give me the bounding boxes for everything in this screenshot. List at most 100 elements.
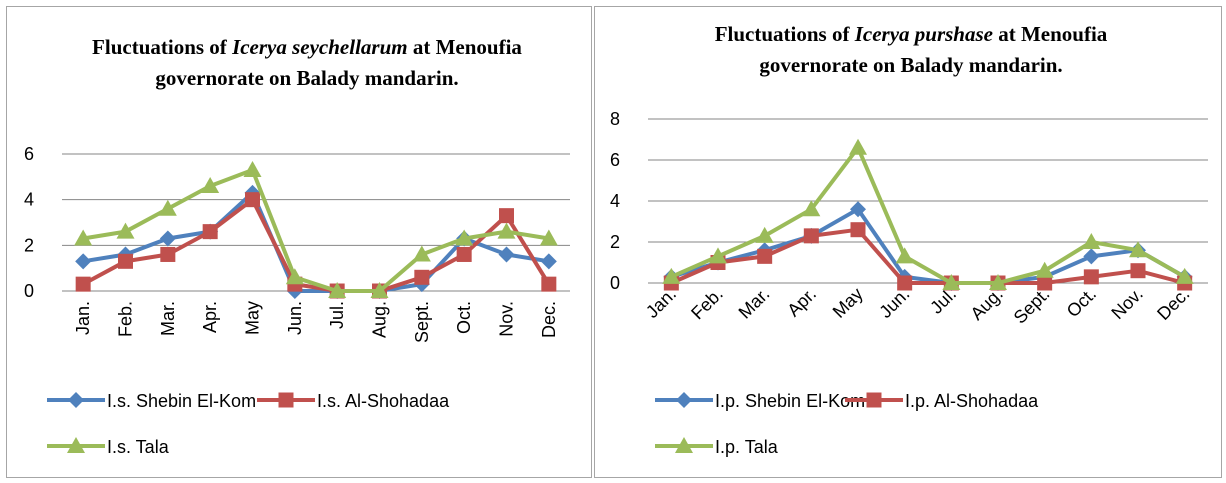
marker (850, 222, 866, 238)
marker (541, 276, 557, 292)
marker (1083, 269, 1099, 285)
legend-label: I.s. Shebin El-Kom (107, 391, 256, 411)
y-tick-label: 6 (24, 144, 34, 164)
x-tick-label: Oct. (1063, 284, 1100, 321)
marker (662, 267, 681, 284)
y-tick-label: 2 (610, 232, 620, 252)
marker (328, 282, 347, 298)
marker (757, 248, 773, 264)
marker (1035, 261, 1054, 278)
marker (158, 199, 177, 216)
title-text: Fluctuations of (92, 35, 233, 59)
marker (1130, 263, 1146, 279)
marker (160, 246, 176, 262)
x-tick-label: May (829, 284, 867, 322)
marker (75, 253, 92, 270)
marker (499, 208, 514, 224)
marker (850, 201, 866, 218)
x-tick-label: Dec. (539, 301, 559, 338)
x-tick-label: Aug. (370, 301, 390, 338)
marker (74, 229, 93, 246)
legend-label: I.s. Tala (107, 437, 170, 457)
marker (942, 274, 961, 290)
x-tick-label: Jan. (73, 301, 93, 335)
marker (675, 437, 693, 453)
marker (455, 229, 474, 246)
chart: 0 2 4 6 Jan. Feb. Mar. Apr. May Jun. Jul. Aug. Sept.… (24, 144, 570, 457)
series-line (670, 207, 1186, 285)
y-tick-label: 4 (24, 190, 34, 210)
series-line (82, 167, 550, 293)
x-tick-label: Jul. (327, 301, 347, 329)
title-text: at Menoufia governorate on Balady mandar… (759, 22, 1108, 77)
title-text: at Menoufia governorate on Balady mandar… (155, 35, 522, 90)
marker (414, 269, 430, 285)
marker (895, 247, 914, 264)
marker (116, 222, 135, 239)
legend-label: I.p. Al-Shohadaa (905, 391, 1039, 411)
marker (497, 222, 516, 239)
marker (159, 230, 176, 247)
marker (1175, 267, 1194, 284)
y-tick-label: 0 (610, 273, 620, 293)
marker (802, 200, 821, 217)
marker (243, 160, 262, 177)
x-tick-label: Sept. (412, 301, 432, 343)
legend-label: I.s. Al-Shohadaa (317, 391, 450, 411)
x-tick-label: Apr. (200, 301, 220, 333)
y-tick-label: 2 (24, 235, 34, 255)
marker (456, 246, 472, 262)
series-line (82, 190, 550, 293)
marker (803, 228, 819, 244)
marker (68, 392, 84, 408)
marker (709, 247, 727, 264)
marker (755, 226, 774, 243)
marker (498, 246, 515, 263)
y-tick-label: 0 (24, 281, 34, 301)
x-tick-label: Oct. (454, 301, 474, 334)
legend-label: I.p. Tala (715, 437, 779, 457)
x-tick-label: Apr. (783, 284, 820, 321)
marker (278, 392, 294, 408)
marker (285, 268, 304, 285)
y-tick-label: 8 (610, 109, 620, 129)
chart-title: Fluctuations of Icerya purshase at Menou… (691, 19, 1131, 81)
legend-label: I.p. Shebin El-Kom (715, 391, 865, 411)
marker (1037, 275, 1053, 291)
title-species: Icerya seychellarum (232, 35, 408, 59)
marker (412, 245, 431, 262)
chart-panel: Fluctuations of Icerya purshase at Menou… (594, 6, 1222, 478)
x-tick-label: Feb. (687, 284, 727, 324)
marker (118, 253, 133, 269)
chart-title: Fluctuations of Icerya seychellarum at M… (77, 32, 537, 94)
marker (676, 392, 692, 408)
x-tick-label: Mar. (158, 301, 178, 336)
marker (1129, 241, 1147, 258)
title-text: Fluctuations of (714, 22, 855, 46)
title-species: Icerya purshase (854, 22, 993, 46)
series-line (670, 145, 1186, 285)
marker (245, 192, 260, 208)
y-tick-label: 4 (610, 191, 620, 211)
marker (75, 276, 91, 292)
marker (849, 138, 867, 155)
marker (370, 282, 389, 298)
x-tick-label: Jun. (285, 301, 305, 335)
marker (1083, 248, 1100, 265)
marker (1082, 233, 1101, 249)
marker (201, 176, 220, 193)
x-tick-label: May (243, 301, 263, 335)
y-tick-label: 6 (610, 150, 620, 170)
series-line (670, 227, 1186, 285)
x-tick-label: Feb. (116, 301, 136, 337)
marker (540, 253, 557, 270)
x-tick-label: Nov. (497, 301, 517, 337)
marker (866, 392, 882, 408)
marker (897, 275, 913, 291)
x-tick-label: Nov. (1107, 284, 1146, 323)
marker (202, 224, 218, 240)
marker (989, 274, 1007, 290)
marker (67, 437, 85, 453)
